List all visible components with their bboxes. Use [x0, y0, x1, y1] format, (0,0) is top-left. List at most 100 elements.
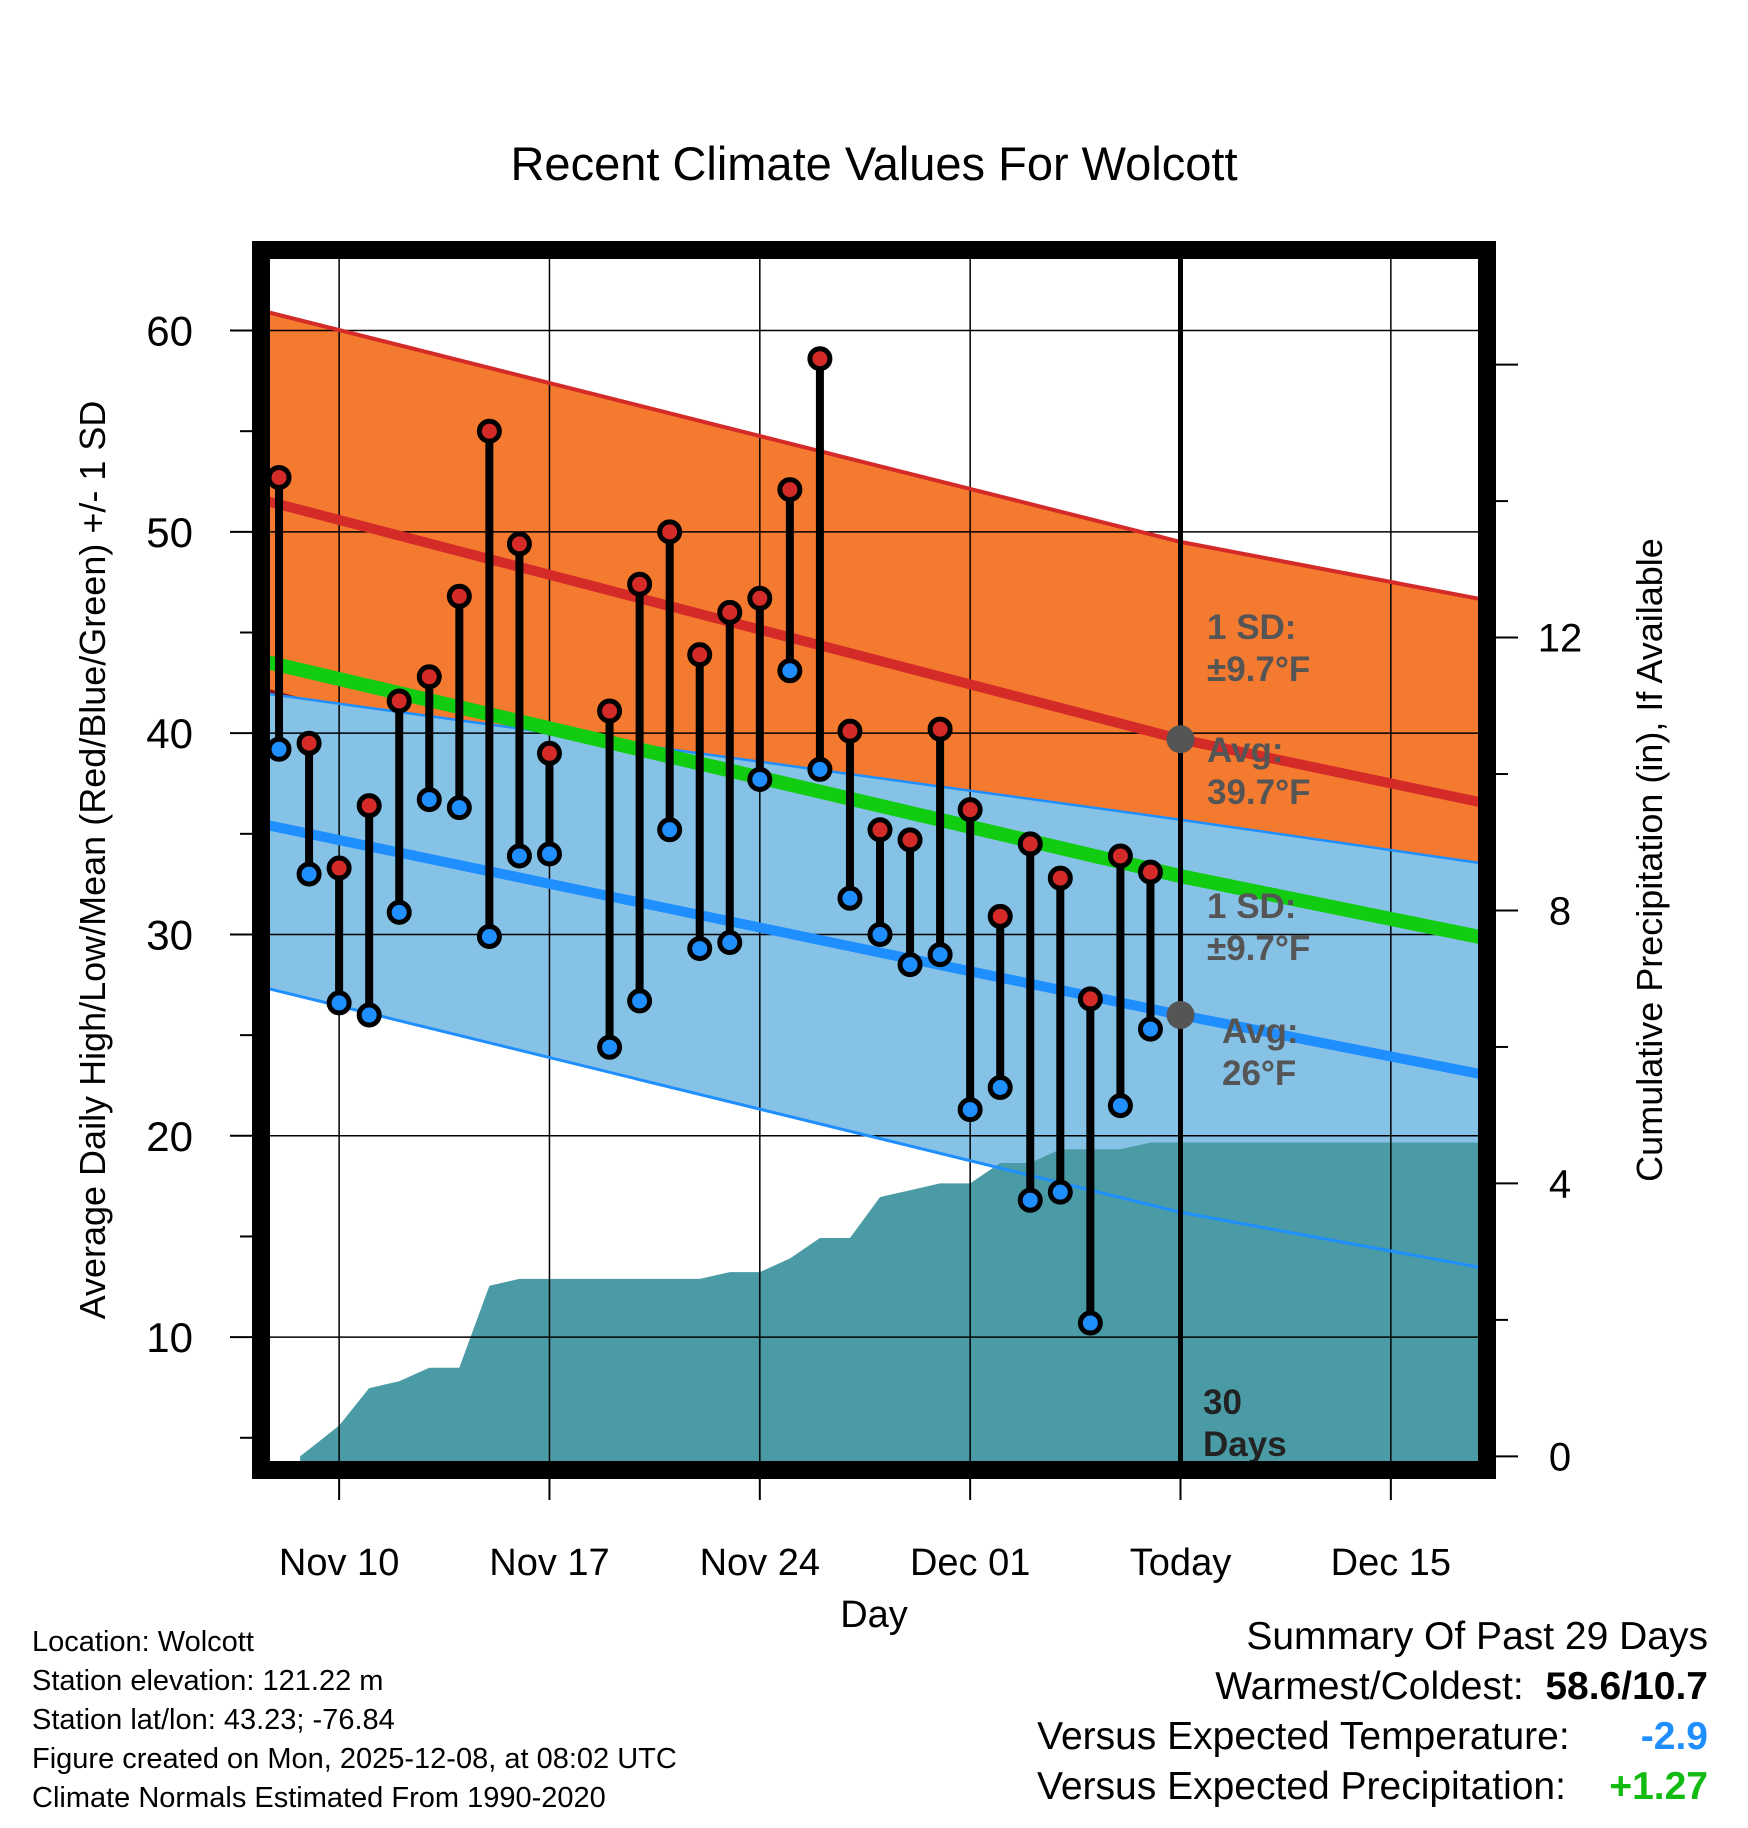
high-marker [356, 793, 382, 819]
low-marker [536, 841, 562, 867]
x-tick-label: Nov 24 [700, 1542, 820, 1584]
high-marker [1107, 843, 1133, 869]
x-tick-label: Nov 17 [489, 1542, 609, 1584]
low-marker [657, 817, 683, 843]
temp-row: Versus Expected Temperature: -2.9 [1037, 1712, 1708, 1762]
low-avg-marker [1166, 1001, 1195, 1030]
temp-label: Versus Expected Temperature: [1037, 1715, 1570, 1758]
low-marker [476, 924, 502, 950]
x-tick-label: Nov 10 [279, 1542, 399, 1584]
x-tick-label: Dec 15 [1331, 1542, 1451, 1584]
high-marker [717, 599, 743, 625]
high-marker [777, 477, 803, 503]
y2-axis-label: Cumulative Precipitation (in), If Availa… [1629, 538, 1670, 1182]
station-info: Location: Wolcott Station elevation: 121… [32, 1623, 677, 1818]
high-marker [927, 716, 953, 742]
temp-value: -2.9 [1640, 1715, 1708, 1758]
x-axis: Nov 10 Nov 17 Nov 24 Dec 01 Today Dec 15 [279, 1479, 1451, 1584]
y-tick-label: 20 [146, 1113, 193, 1160]
low-marker [326, 990, 352, 1016]
high-marker [1077, 986, 1103, 1012]
high-marker [476, 418, 502, 444]
low-marker [1017, 1187, 1043, 1213]
low-marker [687, 936, 713, 962]
high-marker [296, 730, 322, 756]
y2-tick-label: 4 [1549, 1162, 1571, 1206]
y-tick-label: 40 [146, 710, 193, 757]
high-marker [446, 583, 472, 609]
low-marker [897, 952, 923, 978]
daily-range-stems [275, 358, 1155, 1324]
low-marker [1137, 1016, 1163, 1042]
high-marker [536, 740, 562, 766]
low-marker [837, 885, 863, 911]
location-text: Location: Wolcott [32, 1626, 254, 1658]
high-marker [747, 585, 773, 611]
high-marker [687, 642, 713, 668]
precip-value: +1.27 [1609, 1765, 1708, 1808]
normals-text: Climate Normals Estimated From 1990-2020 [32, 1782, 606, 1814]
warm-cold-row: Warmest/Coldest: 58.6/10.7 [1037, 1662, 1708, 1712]
precip-row: Versus Expected Precipitation: +1.27 [1037, 1762, 1708, 1812]
low-marker [1077, 1310, 1103, 1336]
x-tick-label: Dec 01 [910, 1542, 1030, 1584]
high-marker [837, 718, 863, 744]
high-marker [1017, 831, 1043, 857]
y2-tick-label: 0 [1549, 1435, 1571, 1479]
precip-area [300, 1142, 1488, 1470]
created-text: Figure created on Mon, 2025-12-08, at 08… [32, 1743, 677, 1775]
low-marker [807, 756, 833, 782]
low-marker [717, 930, 743, 956]
low-marker [506, 843, 532, 869]
low-avg-annotation: Avg: 26°F [1222, 1012, 1298, 1093]
low-marker [957, 1097, 983, 1123]
y-axis-label: Average Daily High/Low/Mean (Red/Blue/Gr… [72, 401, 113, 1320]
daily-markers [266, 346, 1163, 1336]
summary-panel: Summary Of Past 29 Days Warmest/Coldest:… [1037, 1612, 1708, 1812]
low-marker [1047, 1179, 1073, 1205]
high-marker [1137, 859, 1163, 885]
high-marker [386, 688, 412, 714]
high-marker [416, 664, 442, 690]
high-avg-marker [1166, 725, 1195, 754]
high-marker [1047, 865, 1073, 891]
high-sd-annotation: 1 SD: ±9.7°F [1207, 608, 1310, 689]
high-marker [897, 827, 923, 853]
y-tick-label: 50 [146, 509, 193, 556]
high-avg-annotation: Avg: 39.7°F [1207, 731, 1311, 812]
high-marker [867, 817, 893, 843]
y2-tick-label: 12 [1538, 617, 1583, 661]
chart-title: Recent Climate Values For Wolcott [510, 137, 1237, 190]
x-axis-label: Day [840, 1594, 908, 1636]
low-marker [356, 1002, 382, 1028]
low-marker [1107, 1093, 1133, 1119]
y2-tick-label: 8 [1549, 889, 1571, 933]
low-marker [386, 899, 412, 925]
summary-title: Summary Of Past 29 Days [1246, 1615, 1708, 1658]
y-axis-left: 10 20 30 40 50 60 [146, 308, 252, 1439]
high-marker [597, 698, 623, 724]
low-marker [446, 795, 472, 821]
high-marker [627, 571, 653, 597]
high-marker [807, 346, 833, 372]
high-marker [987, 903, 1013, 929]
low-marker [927, 942, 953, 968]
y-tick-label: 60 [146, 308, 193, 355]
high-marker [657, 519, 683, 545]
low-marker [416, 787, 442, 813]
y-tick-label: 10 [146, 1314, 193, 1361]
low-marker [627, 988, 653, 1014]
y-tick-label: 30 [146, 911, 193, 958]
low-marker [266, 736, 292, 762]
low-marker [987, 1074, 1013, 1100]
plot-frame [252, 241, 1496, 1479]
warm-cold-label: Warmest/Coldest: [1215, 1665, 1524, 1708]
elevation-text: Station elevation: 121.22 m [32, 1665, 384, 1697]
x-tick-label: Today [1130, 1542, 1231, 1584]
low-marker [867, 921, 893, 947]
low-sd-annotation: 1 SD: ±9.7°F [1207, 887, 1310, 968]
low-marker [296, 861, 322, 887]
y-axis-right: 0 4 8 12 [1496, 363, 1583, 1479]
latlon-text: Station lat/lon: 43.23; -76.84 [32, 1704, 395, 1736]
